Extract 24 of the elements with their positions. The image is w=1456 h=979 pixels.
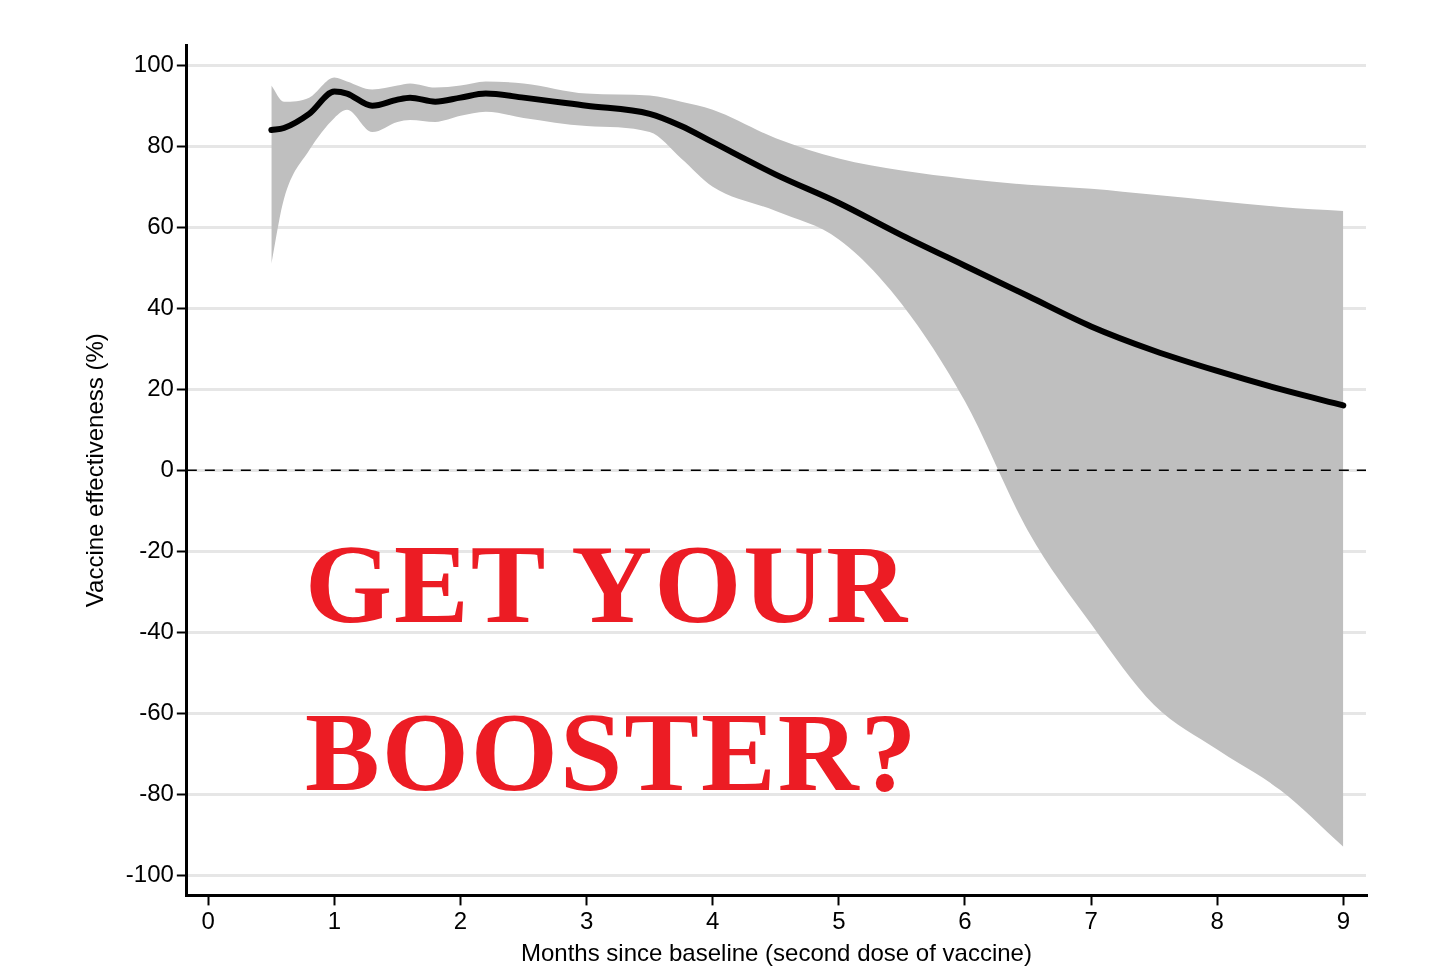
y-tick-label: -100 bbox=[125, 859, 174, 887]
x-tick-label: 8 bbox=[1210, 907, 1224, 935]
y-tick-label: -20 bbox=[139, 535, 174, 563]
y-tick-label: 60 bbox=[147, 211, 174, 239]
y-tick-label: 0 bbox=[160, 454, 174, 482]
x-tick-label: 1 bbox=[327, 907, 342, 935]
x-tick-label: 9 bbox=[1336, 907, 1350, 935]
y-axis-title: Vaccine effectiveness (%) bbox=[81, 333, 109, 608]
y-tick-label: 40 bbox=[147, 292, 174, 320]
y-tick-label: 80 bbox=[147, 130, 174, 158]
x-tick-label: 7 bbox=[1084, 907, 1098, 935]
x-tick-label: 2 bbox=[453, 907, 468, 935]
annotation: GET YOUR BOOSTER? bbox=[305, 521, 920, 816]
y-tick-label: -60 bbox=[139, 697, 174, 725]
y-tick-label: 100 bbox=[133, 49, 174, 77]
y-tick-label: -40 bbox=[139, 616, 174, 644]
x-axis-title: Months since baseline (second dose of vaccine) bbox=[520, 939, 1032, 967]
y-tick-label: 20 bbox=[147, 373, 174, 401]
x-tick-label: 4 bbox=[706, 907, 720, 935]
x-tick-label: 6 bbox=[958, 907, 972, 935]
x-tick-label: 0 bbox=[201, 907, 215, 935]
x-tick-label: 3 bbox=[579, 907, 594, 935]
y-tick-label: -80 bbox=[139, 778, 174, 806]
x-tick-label: 5 bbox=[832, 907, 846, 935]
